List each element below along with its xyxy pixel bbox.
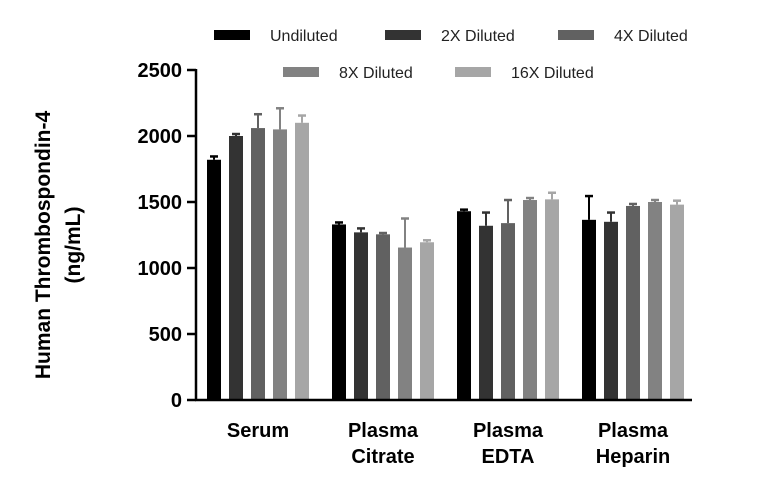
bar	[626, 205, 640, 400]
x-category-label: Plasma	[473, 420, 544, 442]
y-tick-label: 1000	[138, 258, 183, 280]
bar	[295, 122, 309, 401]
x-category-label: Citrate	[351, 446, 414, 468]
bar	[604, 221, 618, 400]
x-category-label: EDTA	[482, 446, 535, 468]
bar	[229, 136, 243, 400]
bar	[582, 219, 596, 400]
legend-label: 4X Diluted	[614, 28, 688, 45]
bar	[207, 159, 221, 400]
legend-label: 16X Diluted	[511, 65, 594, 82]
bar	[332, 224, 346, 400]
legend-label: 2X Diluted	[441, 28, 515, 45]
legend-swatch	[214, 30, 250, 40]
y-axis-title: Human Thrombospondin-4 (ng/mL)	[32, 111, 85, 380]
bars	[207, 107, 684, 401]
bar	[523, 200, 537, 400]
legend-label: 8X Diluted	[339, 65, 413, 82]
bar	[479, 225, 493, 400]
y-axis-title-line: Human Thrombospondin-4	[32, 111, 55, 380]
legend-swatch	[283, 67, 319, 77]
x-category-label: Serum	[227, 420, 289, 442]
bar	[457, 211, 471, 400]
x-axis: Serum Plasma Citrate Plasma EDTA Plasma Hepari…	[195, 398, 692, 468]
x-category-label: Plasma	[348, 420, 419, 442]
legend-label: Undiluted	[270, 28, 338, 45]
legend: Undiluted 2X Diluted 4X Diluted 8X Diluted 1…	[214, 28, 688, 82]
y-tick-label: 1500	[138, 192, 183, 214]
bar	[354, 232, 368, 400]
bar	[251, 128, 265, 400]
legend-swatch	[455, 67, 491, 77]
legend-swatch	[558, 30, 594, 40]
y-tick-label: 2500	[138, 60, 183, 82]
bar	[273, 129, 287, 400]
y-tick-label: 2000	[138, 126, 183, 148]
bar	[648, 202, 662, 400]
bar	[670, 204, 684, 400]
legend-swatch	[385, 30, 421, 40]
bar	[501, 223, 515, 400]
y-axis-title-line: (ng/mL)	[62, 207, 85, 284]
x-category-label: Plasma	[598, 420, 669, 442]
bar	[420, 242, 434, 400]
x-category-label: Heparin	[596, 446, 670, 468]
y-tick-label: 500	[149, 324, 182, 346]
y-tick-label: 0	[171, 390, 182, 412]
bar	[376, 234, 390, 400]
bar	[398, 247, 412, 400]
bar	[545, 199, 559, 400]
y-axis: 0 500 1000 1500 2000 2500	[138, 60, 198, 412]
